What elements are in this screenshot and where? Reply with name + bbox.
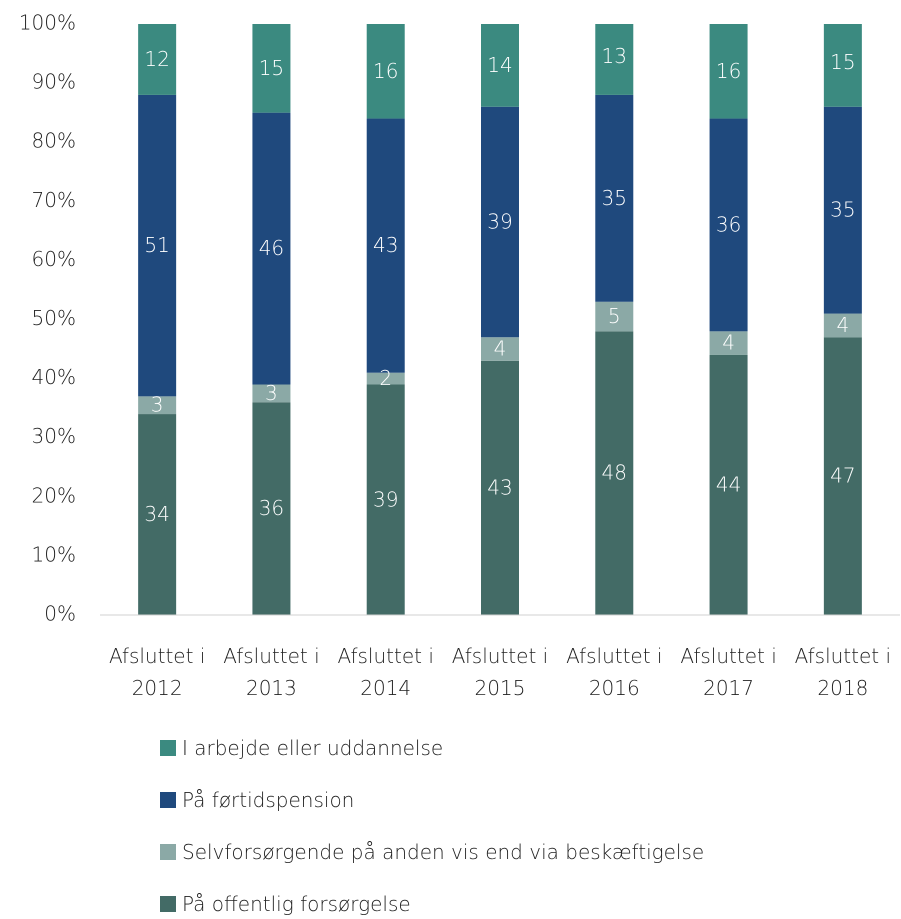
legend-item: På førtidspension (160, 785, 354, 815)
bar-segment (252, 384, 291, 403)
data-label: 35 (830, 198, 855, 222)
bar-segment (481, 106, 519, 338)
bar-segment (823, 313, 862, 338)
data-label: 12 (144, 47, 169, 71)
data-label: 3 (265, 381, 278, 405)
bar-segment (823, 337, 862, 615)
legend-label: På førtidspension (182, 788, 355, 812)
y-tick-label: 80% (32, 129, 76, 153)
bar-segment (366, 24, 405, 119)
legend-label: Selvforsørgende på anden vis end via bes… (182, 840, 705, 864)
bar-segment (138, 94, 177, 397)
data-label: 15 (259, 56, 284, 80)
bar-segment (252, 112, 291, 385)
y-tick-label: 90% (32, 70, 76, 94)
bar-segment (481, 24, 519, 107)
legend-label: På offentlig forsørgelse (182, 892, 411, 916)
bar-segment (366, 118, 405, 373)
y-tick-label: 40% (32, 365, 76, 389)
y-tick-label: 10% (32, 542, 76, 566)
y-tick-label: 0% (44, 602, 76, 626)
x-tick-label: Afsluttet i 2013 (223, 644, 320, 700)
x-tick-label: Afsluttet i 2016 (566, 644, 663, 700)
data-label: 48 (602, 461, 627, 485)
data-label: 46 (259, 236, 284, 260)
data-label: 43 (487, 475, 512, 499)
y-tick-label: 60% (32, 247, 76, 271)
bar-segment (595, 94, 634, 302)
data-label: 4 (494, 337, 507, 361)
bar-segment (138, 396, 177, 415)
bar-segment (823, 24, 862, 107)
bar-segment (595, 24, 634, 95)
bar-segment (595, 331, 634, 615)
data-label: 36 (716, 212, 741, 236)
data-label: 51 (144, 233, 169, 257)
data-label: 16 (373, 59, 398, 83)
bar-segment (709, 354, 748, 615)
data-label: 4 (722, 331, 735, 355)
bar-segment (709, 24, 748, 119)
data-label: 3 (151, 393, 164, 417)
legend-item: Selvforsørgende på anden vis end via bes… (160, 837, 704, 867)
data-label: 44 (716, 472, 741, 496)
bar-segment (252, 24, 291, 113)
data-label: 14 (487, 53, 512, 77)
data-label: 39 (373, 487, 398, 511)
y-tick-label: 50% (32, 306, 76, 330)
data-label: 43 (373, 233, 398, 257)
bar-segment (595, 301, 634, 332)
y-tick-label: 70% (32, 188, 76, 212)
bar-segment (481, 360, 519, 615)
x-tick-label: Afsluttet i 2012 (108, 644, 206, 700)
legend-swatch (160, 792, 176, 808)
data-label: 13 (602, 44, 627, 68)
bar-segment (138, 414, 177, 615)
bar-segment (252, 402, 291, 615)
y-tick-label: 100% (19, 11, 76, 35)
data-label: 15 (830, 50, 855, 74)
data-label: 34 (144, 502, 169, 526)
data-label: 4 (836, 313, 849, 337)
data-label: 47 (830, 464, 855, 488)
x-tick-label: Afsluttet i 2018 (794, 644, 892, 700)
legend-swatch (160, 740, 176, 756)
data-label: 39 (487, 209, 512, 233)
y-tick-label: 30% (32, 424, 76, 448)
data-label: 5 (608, 304, 621, 328)
bar-segment (481, 337, 519, 361)
legend-item: I arbejde eller uddannelse (160, 733, 443, 763)
legend-item: På offentlig forsørgelse (160, 889, 411, 919)
bar-segment (823, 106, 862, 314)
data-label: 35 (602, 186, 627, 210)
bar-segment (709, 118, 748, 332)
bar-segment (138, 24, 177, 95)
x-tick-label: Afsluttet i 2017 (680, 644, 777, 700)
data-label: 2 (379, 366, 392, 390)
data-label: 36 (259, 496, 284, 520)
legend-swatch (160, 844, 176, 860)
data-label: 16 (716, 59, 741, 83)
y-tick-label: 20% (32, 483, 76, 507)
x-tick-label: Afsluttet i 2014 (337, 644, 434, 700)
bars (138, 24, 862, 615)
bar-segment (366, 384, 405, 615)
bar-segment (366, 372, 405, 385)
bar-segment (709, 331, 748, 355)
legend-label: I arbejde eller uddannelse (182, 736, 444, 760)
x-tick-label: Afsluttet i 2015 (451, 644, 549, 700)
legend-swatch (160, 896, 176, 912)
